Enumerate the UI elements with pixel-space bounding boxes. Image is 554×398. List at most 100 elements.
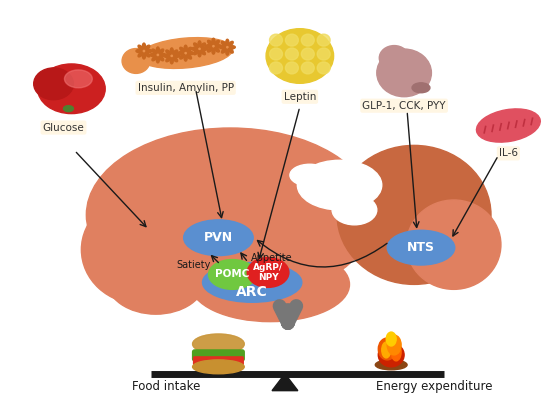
Ellipse shape — [193, 360, 244, 374]
Ellipse shape — [203, 263, 302, 302]
Ellipse shape — [184, 220, 253, 256]
Ellipse shape — [180, 47, 184, 52]
Text: POMC: POMC — [215, 269, 249, 279]
Ellipse shape — [138, 45, 143, 50]
Ellipse shape — [106, 245, 206, 314]
Ellipse shape — [138, 38, 233, 68]
Text: Insulin, Amylin, PP: Insulin, Amylin, PP — [137, 83, 234, 93]
Ellipse shape — [301, 34, 314, 46]
Ellipse shape — [418, 176, 448, 198]
Ellipse shape — [226, 39, 229, 45]
Polygon shape — [272, 374, 298, 391]
Ellipse shape — [378, 343, 404, 367]
Text: Energy expenditure: Energy expenditure — [376, 380, 492, 393]
Ellipse shape — [214, 47, 219, 52]
Ellipse shape — [387, 335, 401, 355]
Text: Leptin: Leptin — [284, 92, 316, 102]
FancyBboxPatch shape — [193, 350, 244, 361]
Ellipse shape — [146, 49, 152, 53]
Ellipse shape — [142, 43, 145, 49]
Ellipse shape — [337, 145, 491, 285]
Ellipse shape — [152, 49, 157, 54]
Text: Appetite: Appetite — [251, 253, 293, 263]
Ellipse shape — [173, 57, 178, 62]
Ellipse shape — [187, 54, 192, 59]
Ellipse shape — [193, 334, 244, 354]
Ellipse shape — [377, 49, 432, 97]
Ellipse shape — [382, 342, 391, 358]
Ellipse shape — [184, 45, 187, 51]
Ellipse shape — [378, 338, 396, 360]
Ellipse shape — [290, 164, 330, 186]
Text: Satiety: Satiety — [176, 259, 211, 269]
Ellipse shape — [476, 109, 540, 142]
Ellipse shape — [212, 48, 215, 54]
Ellipse shape — [159, 49, 163, 54]
Ellipse shape — [142, 53, 145, 59]
Ellipse shape — [64, 70, 93, 88]
Ellipse shape — [400, 164, 430, 186]
Ellipse shape — [216, 45, 222, 48]
Ellipse shape — [64, 105, 74, 111]
Ellipse shape — [393, 215, 421, 235]
Text: NTS: NTS — [407, 241, 435, 254]
Ellipse shape — [222, 49, 226, 53]
Ellipse shape — [192, 47, 198, 50]
Ellipse shape — [188, 52, 193, 55]
Ellipse shape — [145, 45, 150, 50]
Ellipse shape — [160, 53, 166, 57]
Ellipse shape — [379, 46, 409, 70]
Ellipse shape — [136, 49, 142, 53]
Ellipse shape — [38, 64, 105, 113]
Ellipse shape — [270, 34, 283, 46]
Ellipse shape — [317, 62, 330, 74]
Ellipse shape — [184, 55, 187, 61]
Ellipse shape — [228, 49, 233, 53]
Ellipse shape — [411, 205, 439, 225]
Ellipse shape — [332, 195, 377, 225]
Ellipse shape — [375, 360, 407, 370]
Ellipse shape — [208, 259, 256, 289]
Ellipse shape — [164, 55, 170, 57]
Text: Food intake: Food intake — [132, 380, 200, 393]
Ellipse shape — [194, 43, 198, 48]
Ellipse shape — [429, 215, 456, 235]
Ellipse shape — [81, 195, 201, 304]
Ellipse shape — [174, 55, 179, 57]
Ellipse shape — [122, 49, 150, 73]
Text: Glucose: Glucose — [43, 123, 84, 133]
Text: AgRP/
NPY: AgRP/ NPY — [253, 263, 283, 282]
Ellipse shape — [301, 62, 314, 74]
Ellipse shape — [156, 47, 160, 53]
Ellipse shape — [228, 41, 233, 46]
Ellipse shape — [285, 34, 299, 46]
Ellipse shape — [202, 47, 208, 50]
Ellipse shape — [208, 40, 212, 45]
Text: ARC: ARC — [237, 285, 268, 299]
Ellipse shape — [201, 50, 206, 55]
Ellipse shape — [317, 34, 330, 46]
Text: PVN: PVN — [204, 231, 233, 244]
Ellipse shape — [229, 46, 235, 49]
Ellipse shape — [297, 160, 382, 210]
Ellipse shape — [166, 50, 171, 55]
Ellipse shape — [187, 47, 192, 52]
Ellipse shape — [86, 128, 375, 302]
Ellipse shape — [219, 46, 225, 49]
Ellipse shape — [150, 53, 156, 57]
Ellipse shape — [382, 176, 412, 198]
Ellipse shape — [198, 41, 201, 47]
Ellipse shape — [152, 56, 157, 61]
Ellipse shape — [178, 52, 184, 55]
Ellipse shape — [436, 164, 466, 186]
Ellipse shape — [191, 247, 350, 322]
Ellipse shape — [270, 62, 283, 74]
Ellipse shape — [285, 62, 299, 74]
Ellipse shape — [266, 29, 334, 83]
Ellipse shape — [198, 51, 201, 57]
Ellipse shape — [407, 200, 501, 289]
Ellipse shape — [206, 45, 212, 48]
Ellipse shape — [270, 48, 283, 60]
Ellipse shape — [156, 57, 160, 63]
Ellipse shape — [301, 48, 314, 60]
